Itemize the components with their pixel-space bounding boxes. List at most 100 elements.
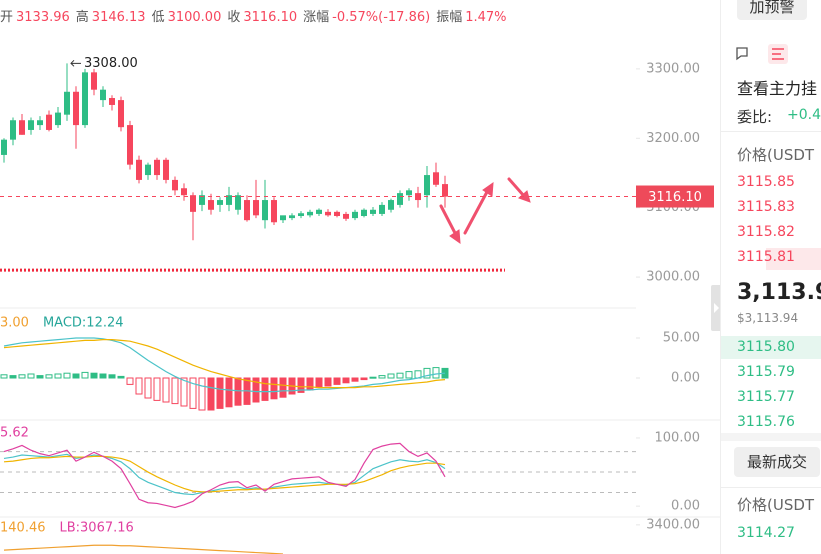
macd-bar [207, 377, 215, 411]
candle-body [442, 184, 448, 197]
indicator-line [3, 339, 446, 389]
last-price: 3,113.94 [737, 280, 821, 305]
order-book-panel: 加预警 查看主力挂 委比: +0.46 价格(USDT 3115.85 3115… [720, 0, 821, 554]
ohlc-label: 振幅 [436, 10, 463, 25]
macd-bar [0, 374, 8, 379]
panel-title[interactable]: 查看主力挂 [737, 79, 818, 98]
indicator-legend: 5.62 [0, 426, 29, 441]
indicator-legend: LB:3067.16 [60, 521, 134, 536]
macd-bar [27, 373, 35, 379]
trade-price: 3114.27 [737, 525, 795, 541]
macd-bar [189, 377, 197, 409]
macd-bar [378, 375, 386, 379]
ask-price: 3115.83 [737, 199, 795, 215]
candle-body [226, 195, 232, 205]
macd-bar [306, 377, 314, 391]
macd-bar [90, 372, 98, 379]
chart: 3000.003100.003200.003300.003308.003116.… [0, 56, 720, 554]
y-tick-label: 3400.00 [646, 517, 700, 532]
collapse-arrow [714, 303, 719, 313]
candle-body [406, 190, 412, 196]
candle-body [73, 91, 79, 126]
candle-body [1, 139, 7, 155]
indicator-line [3, 442, 446, 509]
bid-price: 3115.79 [737, 364, 795, 380]
macd-bar [405, 371, 413, 379]
candle-body [82, 72, 88, 126]
candle-body [118, 100, 124, 128]
alert-button[interactable]: 加预警 [737, 0, 807, 20]
macd-bar [81, 371, 89, 379]
y-tick-label: 3200.00 [646, 131, 700, 146]
candle-body [172, 179, 178, 191]
macd-bar [396, 372, 404, 379]
macd-bar [126, 377, 134, 385]
candle-body [388, 200, 394, 210]
macd-bar [72, 373, 80, 379]
candle-body [370, 209, 376, 214]
bid-price: 3115.76 [737, 414, 795, 430]
arrow [507, 177, 526, 198]
trades-header: 价格(USDT [737, 496, 815, 514]
candle-body [397, 193, 403, 205]
indicator-line [3, 453, 446, 496]
high-arrow [70, 59, 81, 67]
macd-bar [279, 377, 287, 398]
macd-bar [144, 377, 152, 399]
macd-bar [108, 374, 116, 379]
ratio-label: 委比: [737, 108, 773, 126]
ohlc-label: 开 [0, 10, 14, 25]
ask-price: 3115.81 [737, 249, 795, 265]
macd-bar [99, 373, 107, 379]
macd-bar [315, 377, 323, 389]
ask-price: 3115.85 [737, 174, 795, 190]
macd-bar [387, 373, 395, 379]
candle-body [91, 72, 97, 90]
candle-body [253, 200, 259, 216]
arrow [439, 204, 457, 235]
trades-button[interactable]: 最新成交 [734, 447, 820, 477]
depth-bar [766, 248, 821, 270]
icon[interactable] [736, 47, 748, 61]
candle-body [64, 91, 70, 115]
depth-bar [721, 336, 821, 359]
candle-body [199, 195, 205, 205]
macd-bar [153, 377, 161, 401]
y-tick-label: 100.00 [655, 430, 701, 445]
ohlc-header: 开 3133.96 高 3146.13 低 3100.00 收 3116.10 涨幅 -0.57%… [0, 6, 513, 25]
macd-bar [36, 375, 44, 379]
macd-bar [360, 377, 368, 381]
candle-body [379, 204, 385, 214]
candle-body [433, 172, 439, 185]
candle-body [217, 200, 223, 205]
macd-bar [324, 377, 332, 387]
icon [772, 48, 784, 60]
indicator-legend: 3.00 [0, 316, 29, 331]
arrow-head [482, 181, 494, 197]
y-tick-label: 3000.00 [646, 270, 700, 285]
indicator-line [3, 455, 446, 493]
candle-body [316, 209, 322, 214]
y-tick-label: 3300.00 [646, 61, 700, 76]
drawn-arrows [439, 177, 531, 245]
ohlc-label: 涨幅 [303, 10, 330, 25]
candle-body [262, 200, 268, 221]
candle-body [280, 215, 286, 221]
macd-bar [261, 377, 269, 401]
macd-bar [18, 374, 26, 379]
candle-body [10, 120, 16, 140]
arrow-head [449, 229, 461, 245]
bid-price: 3115.77 [737, 389, 795, 405]
candle-body [127, 125, 133, 165]
candle-body [334, 211, 340, 217]
candle-body [163, 159, 169, 180]
candle-body [55, 112, 61, 126]
candle-body [307, 211, 313, 216]
high-label: 3308.00 [84, 56, 138, 71]
candle-body [244, 200, 250, 221]
macd-bar [117, 375, 125, 379]
ohlc-value: 1.47% [465, 10, 507, 25]
candle-body [361, 209, 367, 217]
candle-body [271, 200, 277, 223]
